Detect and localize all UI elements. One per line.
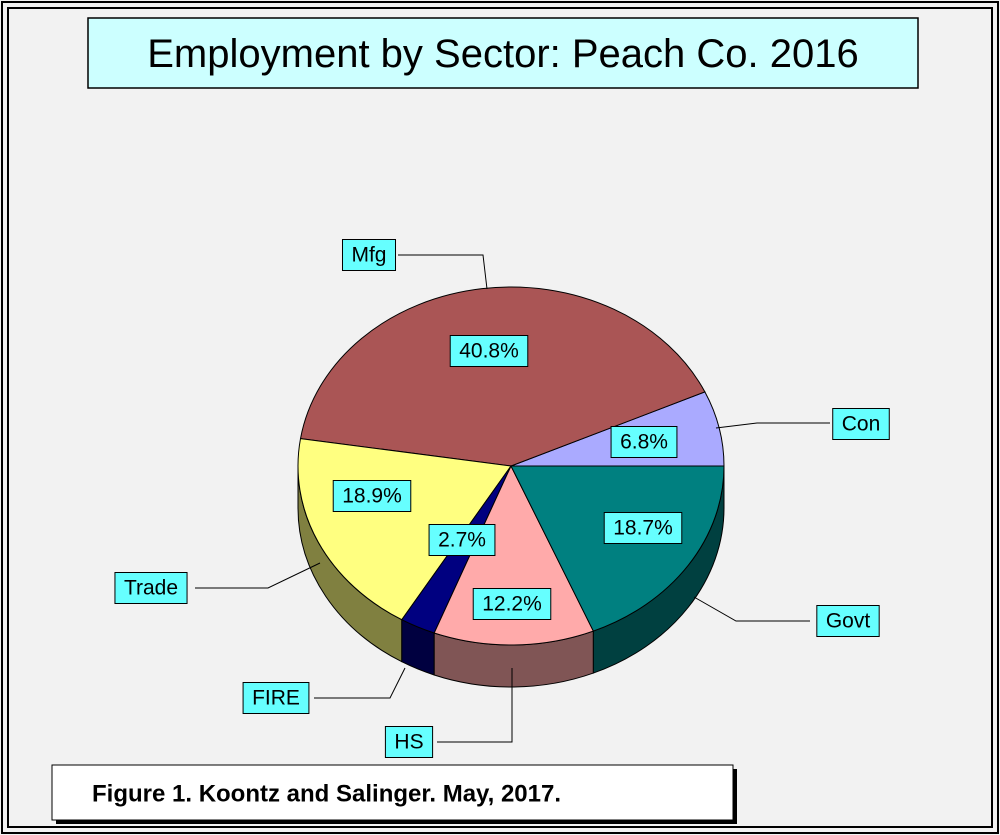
value-label: 12.2% <box>482 593 542 616</box>
leader-line <box>314 667 406 699</box>
category-label-box <box>114 572 188 604</box>
leader-line <box>693 596 810 622</box>
caption: Figure 1. Koontz and Salinger. May, 2017… <box>92 781 561 808</box>
category-label-box <box>816 605 880 637</box>
value-label-box <box>449 335 529 367</box>
category-label-box <box>341 239 397 271</box>
value-label: 18.9% <box>342 485 402 508</box>
title-box <box>87 17 919 89</box>
leader-line <box>437 668 513 743</box>
category-label: Govt <box>826 610 871 633</box>
value-label: 18.7% <box>613 517 673 540</box>
category-label-box <box>242 682 310 714</box>
value-label: 6.8% <box>620 431 668 454</box>
category-label: Trade <box>124 577 178 600</box>
inner-border <box>7 7 993 828</box>
leader-line <box>398 254 488 290</box>
category-label-box <box>832 408 890 440</box>
category-label: Con <box>842 413 881 436</box>
labels: Con 6.8% Mfg 40.8% Trade 18.9% FIRE 2.7% HS 12.2%… <box>114 239 890 758</box>
value-label: 40.8% <box>459 340 519 363</box>
leader-line <box>195 562 321 589</box>
category-label: HS <box>394 731 423 754</box>
value-label-box <box>332 480 412 512</box>
leader-line <box>715 422 830 429</box>
value-label-box <box>603 512 683 544</box>
pie <box>297 286 725 688</box>
slice <box>510 465 725 632</box>
value-label-box <box>472 588 552 620</box>
category-label: Mfg <box>351 244 386 267</box>
value-label-box <box>610 426 678 458</box>
chart-title: Employment by Sector: Peach Co. 2016 <box>147 32 858 76</box>
category-label: FIRE <box>252 687 300 710</box>
category-label-box <box>384 726 434 758</box>
slice <box>299 286 706 467</box>
value-label: 2.7% <box>438 529 486 552</box>
value-label-box <box>428 524 496 556</box>
caption-box <box>51 764 734 821</box>
